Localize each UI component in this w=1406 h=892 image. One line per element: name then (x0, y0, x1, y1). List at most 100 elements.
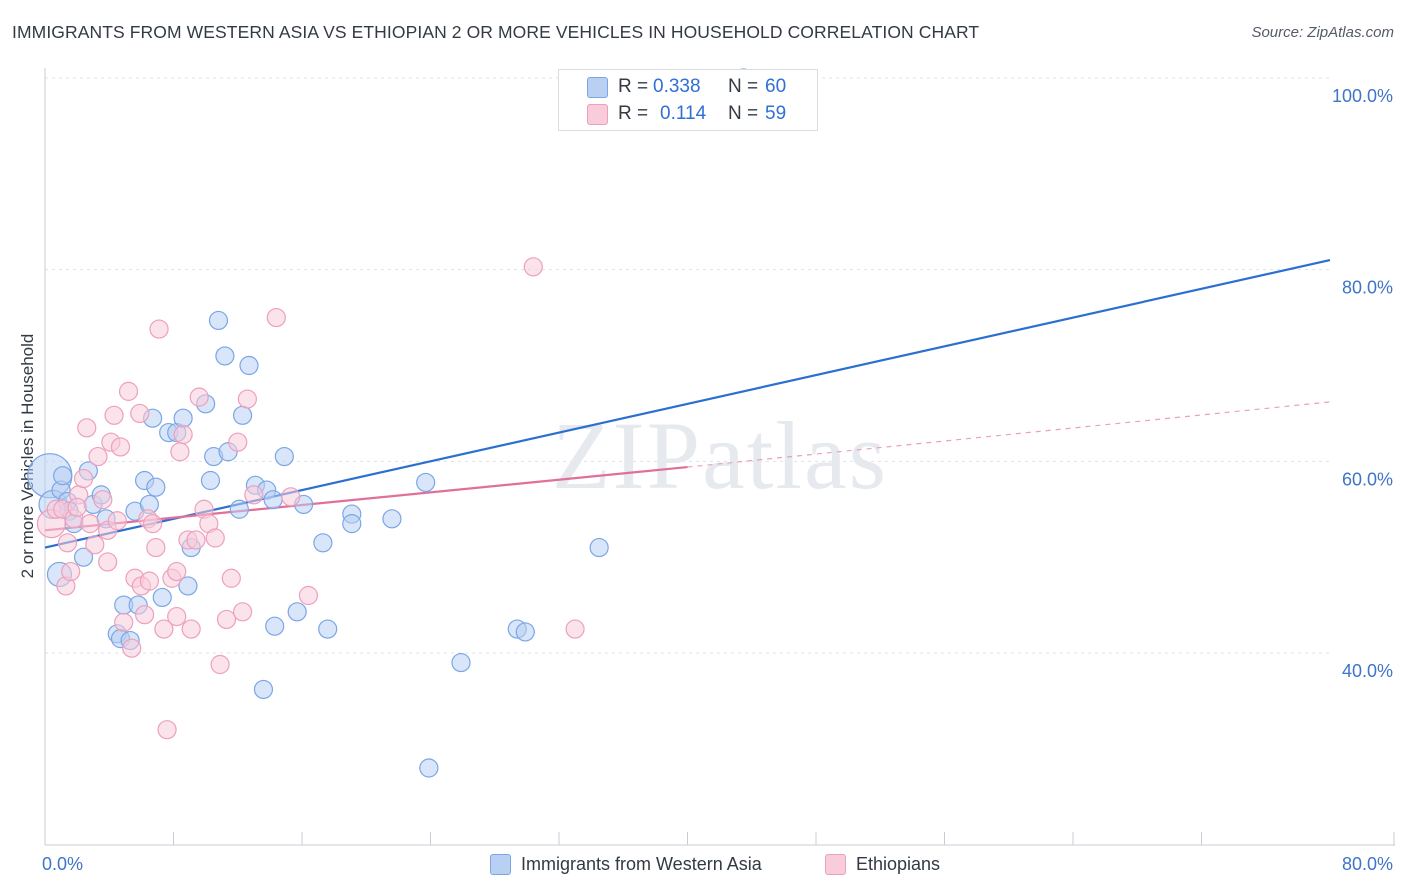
point-ethiopians (237, 389, 257, 409)
point-ethiopians (110, 437, 131, 457)
watermark: ZIPatlas (552, 402, 888, 509)
point-western-asia (208, 310, 229, 331)
x-tick-label: 80.0% (1342, 854, 1393, 874)
legend-n-value: 60 (765, 76, 787, 97)
point-ethiopians (565, 619, 585, 639)
point-ethiopians (221, 568, 241, 588)
point-ethiopians (139, 571, 160, 591)
point-ethiopians (61, 561, 81, 582)
point-western-asia (253, 679, 274, 700)
point-ethiopians (186, 530, 206, 550)
point-ethiopians (170, 442, 190, 462)
point-western-asia (342, 514, 362, 534)
point-western-asia (73, 547, 94, 567)
point-ethiopians (244, 485, 264, 505)
legend-swatch-pink (587, 104, 608, 125)
tick-labels: 40.0% 60.0% 80.0% 100.0% 0.0% 80.0% (42, 86, 1393, 874)
point-ethiopians (130, 403, 150, 424)
point-ethiopians (85, 535, 105, 555)
correlation-legend: R = 0.338 N = 60 R = 0.114 N = 59 (558, 69, 818, 131)
y-tick-label: 80.0% (1342, 278, 1393, 298)
point-ethiopians (149, 319, 169, 339)
y-tick-label: 40.0% (1342, 661, 1393, 681)
point-ethiopians (98, 552, 118, 572)
trend-line-extension (687, 401, 1331, 468)
point-ethiopians (134, 605, 155, 625)
legend-r-label: R = (618, 103, 649, 124)
legend-n-label: N = (728, 76, 759, 97)
point-ethiopians (157, 720, 177, 740)
legend-n-label: N = (728, 103, 759, 124)
point-western-asia (146, 477, 166, 497)
point-ethiopians (181, 619, 201, 639)
legend-swatch-pink (825, 853, 846, 875)
point-ethiopians (57, 533, 78, 553)
x-tick-label: 0.0% (42, 854, 83, 874)
point-ethiopians (77, 418, 97, 438)
point-western-asia (451, 652, 471, 673)
point-western-asia (589, 537, 609, 558)
point-ethiopians (122, 638, 142, 658)
legend-r-value: 0.338 (653, 76, 701, 97)
point-ethiopians (114, 612, 134, 632)
point-ethiopians (216, 609, 237, 630)
source-label: Source: ZipAtlas.com (1251, 24, 1394, 41)
point-ethiopians (232, 602, 253, 622)
point-western-asia (419, 758, 439, 778)
chart-title: IMMIGRANTS FROM WESTERN ASIA VS ETHIOPIA… (12, 22, 980, 42)
point-western-asia (152, 587, 172, 608)
series-legend-label: Immigrants from Western Asia (521, 853, 762, 874)
legend-r-label: R = (618, 76, 649, 97)
point-ethiopians (73, 468, 94, 489)
point-western-asia (173, 408, 193, 428)
point-ethiopians (167, 606, 187, 627)
point-western-asia (515, 622, 535, 642)
point-western-asia (232, 405, 253, 425)
gridlines (45, 77, 1330, 654)
point-ethiopians (118, 381, 139, 401)
point-western-asia (215, 346, 235, 366)
series-legend-ethiopians: Ethiopians (825, 852, 940, 876)
point-ethiopians (154, 619, 174, 639)
point-ethiopians (189, 387, 209, 407)
point-ethiopians (266, 307, 286, 328)
legend-n-value: 59 (765, 103, 787, 124)
point-ethiopians (523, 257, 543, 277)
y-tick-label: 100.0% (1332, 86, 1393, 106)
point-western-asia (239, 355, 259, 376)
legend-swatch-blue (490, 853, 511, 875)
point-western-asia (313, 533, 333, 553)
point-western-asia (229, 499, 249, 519)
point-ethiopians (88, 446, 108, 467)
point-ethiopians (205, 528, 225, 548)
point-western-asia (274, 446, 294, 467)
series-legend-western-asia: Immigrants from Western Asia (490, 852, 762, 876)
point-ethiopians (210, 654, 230, 675)
point-western-asia (416, 472, 436, 493)
point-ethiopians (143, 514, 163, 534)
point-ethiopians (93, 490, 113, 510)
point-western-asia (318, 619, 338, 639)
legend-swatch-blue (587, 77, 608, 98)
point-ethiopians (298, 585, 319, 606)
point-western-asia (178, 576, 198, 596)
legend-r-value: 0.114 (660, 103, 707, 124)
point-ethiopians (281, 487, 301, 507)
point-western-asia (265, 616, 285, 636)
point-ethiopians (167, 561, 187, 582)
data-points (27, 68, 754, 778)
point-ethiopians (67, 497, 87, 517)
point-ethiopians (80, 514, 100, 534)
point-ethiopians (107, 511, 127, 531)
point-western-asia (287, 602, 307, 622)
point-ethiopians (104, 405, 124, 425)
y-tick-label: 60.0% (1342, 469, 1393, 489)
point-western-asia (53, 466, 73, 486)
point-western-asia (200, 470, 221, 491)
point-western-asia (263, 490, 283, 510)
point-ethiopians (146, 537, 166, 558)
point-ethiopians (173, 424, 193, 445)
point-ethiopians (228, 432, 248, 452)
point-western-asia (382, 509, 402, 529)
